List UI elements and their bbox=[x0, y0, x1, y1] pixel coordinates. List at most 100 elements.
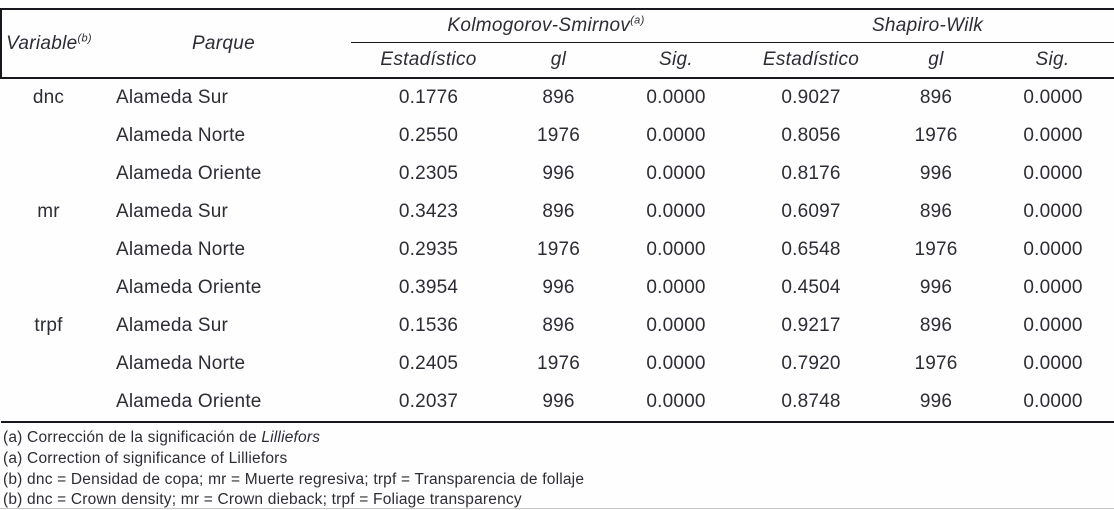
ks-sig-cell: 0.0000 bbox=[646, 163, 706, 184]
ks-group-label: Kolmogorov-Smirnov bbox=[447, 14, 631, 36]
sw-sig-cell: 0.0000 bbox=[1023, 239, 1083, 260]
ks-footnote-marker: (a) bbox=[630, 14, 645, 27]
footnote-text: (b) dnc = Densidad de copa; mr = Muerte … bbox=[3, 470, 585, 488]
sw-estadistico-cell: 0.8176 bbox=[781, 163, 841, 184]
column-header-ks-gl: gl bbox=[506, 42, 611, 79]
column-header-sw-estadistico: Estadístico bbox=[741, 42, 881, 79]
variable-footnote-marker: (b) bbox=[77, 32, 92, 45]
table-row: Alameda Norte 0.2935 1976 0.0000 0.6548 … bbox=[1, 231, 1114, 269]
footnote-b-en: (b) dnc = Crown density; mr = Crown dieb… bbox=[3, 490, 1114, 510]
sw-sig-cell: 0.0000 bbox=[1023, 125, 1083, 146]
variable-cell bbox=[1, 117, 96, 155]
table-row: Alameda Oriente 0.3954 996 0.0000 0.4504… bbox=[1, 269, 1114, 307]
sw-sig-cell: 0.0000 bbox=[1023, 201, 1083, 222]
sw-estadistico-cell: 0.9027 bbox=[781, 87, 841, 108]
sw-group-label: Shapiro-Wilk bbox=[871, 14, 984, 36]
ks-gl-cell: 996 bbox=[506, 383, 611, 423]
variable-cell bbox=[1, 155, 96, 193]
variable-cell bbox=[1, 345, 96, 383]
ks-estadistico-cell: 0.2550 bbox=[398, 125, 459, 146]
variable-cell bbox=[1, 383, 96, 423]
sw-gl-cell: 996 bbox=[919, 163, 953, 184]
sw-sig-cell: 0.0000 bbox=[1023, 353, 1083, 374]
sw-gl-cell: 1976 bbox=[914, 353, 958, 374]
parque-cell: Alameda Norte bbox=[116, 239, 246, 260]
footnote-b-es: (b) dnc = Densidad de copa; mr = Muerte … bbox=[3, 470, 1114, 491]
ks-sig-cell: 0.0000 bbox=[646, 277, 706, 298]
sw-estadistico-cell: 0.6097 bbox=[781, 201, 841, 222]
sw-estadistico-cell: 0.4504 bbox=[781, 277, 841, 298]
ks-estadistico-cell: 0.3423 bbox=[398, 201, 459, 222]
table-row: dnc Alameda Sur 0.1776 896 0.0000 0.9027… bbox=[1, 78, 1114, 117]
variable-cell: mr bbox=[37, 201, 60, 222]
footnote-a-es: (a) Corrección de la significación de Li… bbox=[3, 428, 1114, 449]
ks-gl-cell: 896 bbox=[542, 315, 575, 336]
sw-sig-cell: 0.0000 bbox=[1023, 87, 1083, 108]
table-row: Alameda Norte 0.2550 1976 0.0000 0.8056 … bbox=[1, 117, 1114, 155]
sw-estadistico-cell: 0.8056 bbox=[781, 125, 841, 146]
variable-header-label: Variable bbox=[6, 32, 78, 54]
footnote-text: (a) Corrección de la significación de bbox=[3, 429, 262, 446]
footnote-italic-term: Lilliefors bbox=[261, 429, 321, 446]
table-header: Variable(b) Parque Kolmogorov-Smirnov(a)… bbox=[0, 9, 1114, 79]
table-body: dnc Alameda Sur 0.1776 896 0.0000 0.9027… bbox=[1, 78, 1114, 423]
ks-gl-cell: 896 bbox=[542, 201, 575, 222]
ks-gl-cell: 1976 bbox=[536, 239, 581, 260]
sw-estadistico-cell: 0.7920 bbox=[781, 353, 841, 374]
sw-gl-cell: 896 bbox=[919, 201, 953, 222]
page-bottom-rule bbox=[0, 508, 1114, 509]
variable-cell bbox=[1, 231, 96, 269]
parque-cell: Alameda Oriente bbox=[116, 163, 262, 184]
footnote-text: (a) Correction of significance of Lillie… bbox=[3, 449, 288, 467]
ks-sig-cell: 0.0000 bbox=[646, 315, 706, 336]
column-header-ks-sig: Sig. bbox=[611, 42, 741, 79]
ks-gl-cell: 1976 bbox=[536, 125, 581, 146]
group-header-kolmogorov-smirnov: Kolmogorov-Smirnov(a) bbox=[351, 9, 741, 43]
ks-estadistico-cell: 0.2935 bbox=[398, 239, 459, 260]
ks-estadistico-cell: 0.2037 bbox=[351, 383, 506, 423]
parque-cell: Alameda Oriente bbox=[116, 277, 262, 298]
parque-cell: Alameda Norte bbox=[116, 125, 246, 146]
variable-cell: dnc bbox=[32, 87, 65, 108]
sw-gl-cell: 1976 bbox=[914, 125, 958, 146]
group-header-shapiro-wilk: Shapiro-Wilk bbox=[741, 9, 1114, 43]
parque-cell: Alameda Norte bbox=[116, 353, 246, 374]
ks-estadistico-cell: 0.2305 bbox=[398, 163, 459, 184]
table-row: mr Alameda Sur 0.3423 896 0.0000 0.6097 … bbox=[1, 193, 1114, 231]
sub-header-row: Estadístico gl Sig. Estadístico gl Sig. bbox=[1, 42, 1114, 79]
footnote-text: (b) dnc = Crown density; mr = Crown dieb… bbox=[3, 491, 522, 509]
sw-sig-cell: 0.0000 bbox=[1023, 315, 1083, 336]
table-footnotes: (a) Corrección de la significación de Li… bbox=[0, 428, 1114, 510]
ks-sig-cell: 0.0000 bbox=[611, 383, 741, 423]
table-row: Alameda Oriente 0.2037 996 0.0000 0.8748… bbox=[1, 383, 1114, 423]
table-row: Alameda Norte 0.2405 1976 0.0000 0.7920 … bbox=[1, 345, 1114, 383]
sw-sig-cell: 0.0000 bbox=[991, 383, 1114, 423]
parque-cell: Alameda Sur bbox=[116, 87, 229, 108]
ks-sig-cell: 0.0000 bbox=[646, 201, 706, 222]
column-header-sw-sig: Sig. bbox=[991, 42, 1114, 79]
column-header-variable: Variable(b) bbox=[0, 9, 96, 79]
sw-estadistico-cell: 0.9217 bbox=[781, 315, 841, 336]
sw-gl-cell: 1976 bbox=[914, 239, 958, 260]
table-row: trpf Alameda Sur 0.1536 896 0.0000 0.921… bbox=[1, 307, 1114, 345]
ks-gl-cell: 896 bbox=[542, 87, 575, 108]
sw-gl-cell: 896 bbox=[919, 87, 953, 108]
ks-estadistico-cell: 0.2405 bbox=[398, 353, 459, 374]
ks-sig-cell: 0.0000 bbox=[646, 87, 706, 108]
sw-sig-cell: 0.0000 bbox=[1023, 277, 1083, 298]
normality-tests-table: Variable(b) Parque Kolmogorov-Smirnov(a)… bbox=[0, 8, 1114, 423]
ks-gl-cell: 996 bbox=[542, 163, 575, 184]
variable-cell bbox=[1, 269, 96, 307]
sw-gl-cell: 996 bbox=[919, 277, 953, 298]
parque-cell: Alameda Sur bbox=[116, 201, 229, 222]
ks-gl-cell: 1976 bbox=[536, 353, 581, 374]
ks-sig-cell: 0.0000 bbox=[646, 125, 706, 146]
column-header-parque: Parque bbox=[96, 9, 351, 79]
sw-gl-cell: 896 bbox=[919, 315, 953, 336]
footnote-a-en: (a) Correction of significance of Lillie… bbox=[3, 449, 1114, 470]
variable-cell: trpf bbox=[34, 315, 63, 336]
ks-sig-cell: 0.0000 bbox=[646, 353, 706, 374]
sw-estadistico-cell: 0.6548 bbox=[781, 239, 841, 260]
sw-sig-cell: 0.0000 bbox=[1023, 163, 1083, 184]
